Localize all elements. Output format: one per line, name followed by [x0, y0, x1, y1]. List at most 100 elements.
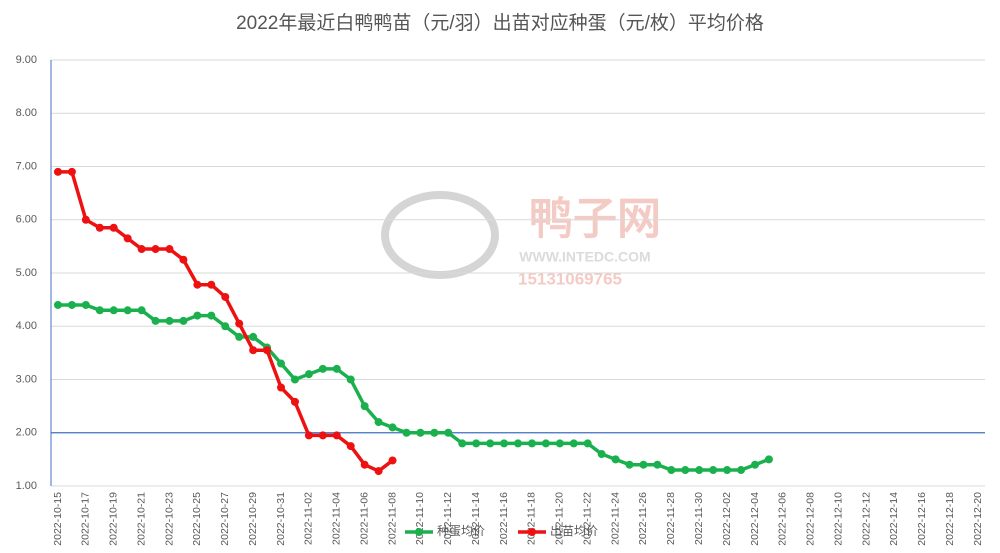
data-point	[193, 280, 202, 289]
x-tick-label: 2022-12-02	[721, 492, 733, 546]
y-tick-label: 3.00	[16, 373, 37, 385]
data-point	[109, 223, 118, 232]
data-point	[723, 466, 732, 475]
x-tick-label: 2022-11-12	[442, 492, 454, 545]
data-point	[151, 245, 160, 254]
data-point	[653, 460, 662, 469]
data-point	[332, 364, 341, 373]
data-point	[249, 332, 258, 341]
data-point	[346, 442, 355, 451]
data-point	[318, 431, 327, 440]
y-tick-label: 7.00	[16, 160, 37, 172]
data-point	[304, 431, 313, 440]
y-tick-label: 9.00	[16, 54, 37, 66]
y-tick-label: 5.00	[16, 267, 37, 279]
x-tick-label: 2022-10-23	[163, 492, 175, 546]
x-tick-label: 2022-12-18	[944, 492, 956, 546]
data-point	[277, 383, 286, 392]
x-tick-label: 2022-10-19	[108, 492, 120, 546]
y-tick-label: 8.00	[16, 107, 37, 119]
data-point	[123, 234, 132, 243]
x-tick-label: 2022-10-31	[275, 492, 287, 546]
x-tick-label: 2022-12-20	[972, 492, 984, 546]
x-tick-label: 2022-11-28	[665, 492, 677, 545]
data-point	[360, 402, 369, 411]
data-point	[67, 300, 76, 309]
x-tick-label: 2022-12-12	[860, 492, 872, 546]
data-point	[290, 375, 299, 384]
data-point	[179, 316, 188, 325]
x-tick-label: 2022-10-29	[247, 492, 259, 546]
watermark-url: WWW.INTEDC.COM	[519, 249, 650, 265]
x-tick-label: 2022-11-04	[331, 492, 343, 545]
x-tick-label: 2022-11-22	[581, 492, 593, 545]
data-point	[81, 215, 90, 224]
data-point	[388, 456, 397, 465]
data-point	[263, 346, 272, 355]
series-line	[57, 303, 770, 472]
x-tick-label: 2022-10-27	[219, 492, 231, 546]
data-point	[109, 306, 118, 315]
data-point	[95, 306, 104, 315]
data-point	[221, 292, 230, 301]
watermark-text: 鸭子网	[529, 195, 661, 244]
x-tick-label: 2022-11-16	[498, 492, 510, 545]
x-tick-label: 2022-11-02	[303, 492, 315, 545]
x-tick-label: 2022-11-30	[693, 492, 705, 545]
data-point	[541, 439, 550, 448]
data-point	[695, 466, 704, 475]
data-point	[179, 255, 188, 264]
x-tick-label: 2022-11-18	[526, 492, 538, 545]
y-tick-label: 4.00	[16, 320, 37, 332]
x-tick-label: 2022-11-14	[470, 492, 482, 545]
x-tick-label: 2022-10-17	[80, 492, 92, 546]
data-point	[67, 167, 76, 176]
data-point	[402, 428, 411, 437]
data-point	[416, 428, 425, 437]
data-point	[444, 428, 453, 437]
data-point	[709, 466, 718, 475]
data-point	[764, 455, 773, 464]
data-point	[667, 466, 676, 475]
data-point	[569, 439, 578, 448]
x-tick-label: 2022-12-10	[832, 492, 844, 546]
watermark: 鸭子网 WWW.INTEDC.COM 15131069765	[381, 191, 661, 288]
data-point	[583, 439, 592, 448]
watermark-logo	[381, 191, 499, 279]
data-point	[332, 431, 341, 440]
data-point	[235, 332, 244, 341]
legend-marker	[528, 528, 536, 536]
data-point	[458, 439, 467, 448]
data-point	[249, 346, 258, 355]
x-tick-label: 2022-12-06	[777, 492, 789, 546]
x-tick-label: 2022-10-15	[52, 492, 64, 546]
data-point	[193, 311, 202, 320]
x-tick-label: 2022-12-14	[888, 492, 900, 546]
x-tick-label: 2022-12-04	[749, 492, 761, 546]
legend-label: 种蛋均价	[437, 524, 485, 538]
y-tick-label: 1.00	[16, 480, 37, 492]
x-tick-label: 2022-10-21	[135, 492, 147, 546]
x-tick-label: 2022-12-08	[805, 492, 817, 546]
data-point	[318, 364, 327, 373]
data-point	[137, 306, 146, 315]
data-point	[165, 316, 174, 325]
x-tick-label: 2022-11-10	[414, 492, 426, 545]
data-point	[360, 460, 369, 469]
data-point	[388, 423, 397, 432]
x-tick-label: 2022-11-06	[358, 492, 370, 545]
data-point	[346, 375, 355, 384]
data-point	[277, 359, 286, 368]
data-point	[555, 439, 564, 448]
data-point	[681, 466, 690, 475]
x-tick-label: 2022-11-08	[386, 492, 398, 545]
data-point	[165, 245, 174, 254]
data-point	[374, 418, 383, 427]
data-point	[500, 439, 509, 448]
data-point	[290, 397, 299, 406]
data-point	[430, 428, 439, 437]
legend-marker	[415, 528, 423, 536]
data-point	[151, 316, 160, 325]
data-point	[527, 439, 536, 448]
data-point	[53, 167, 62, 176]
